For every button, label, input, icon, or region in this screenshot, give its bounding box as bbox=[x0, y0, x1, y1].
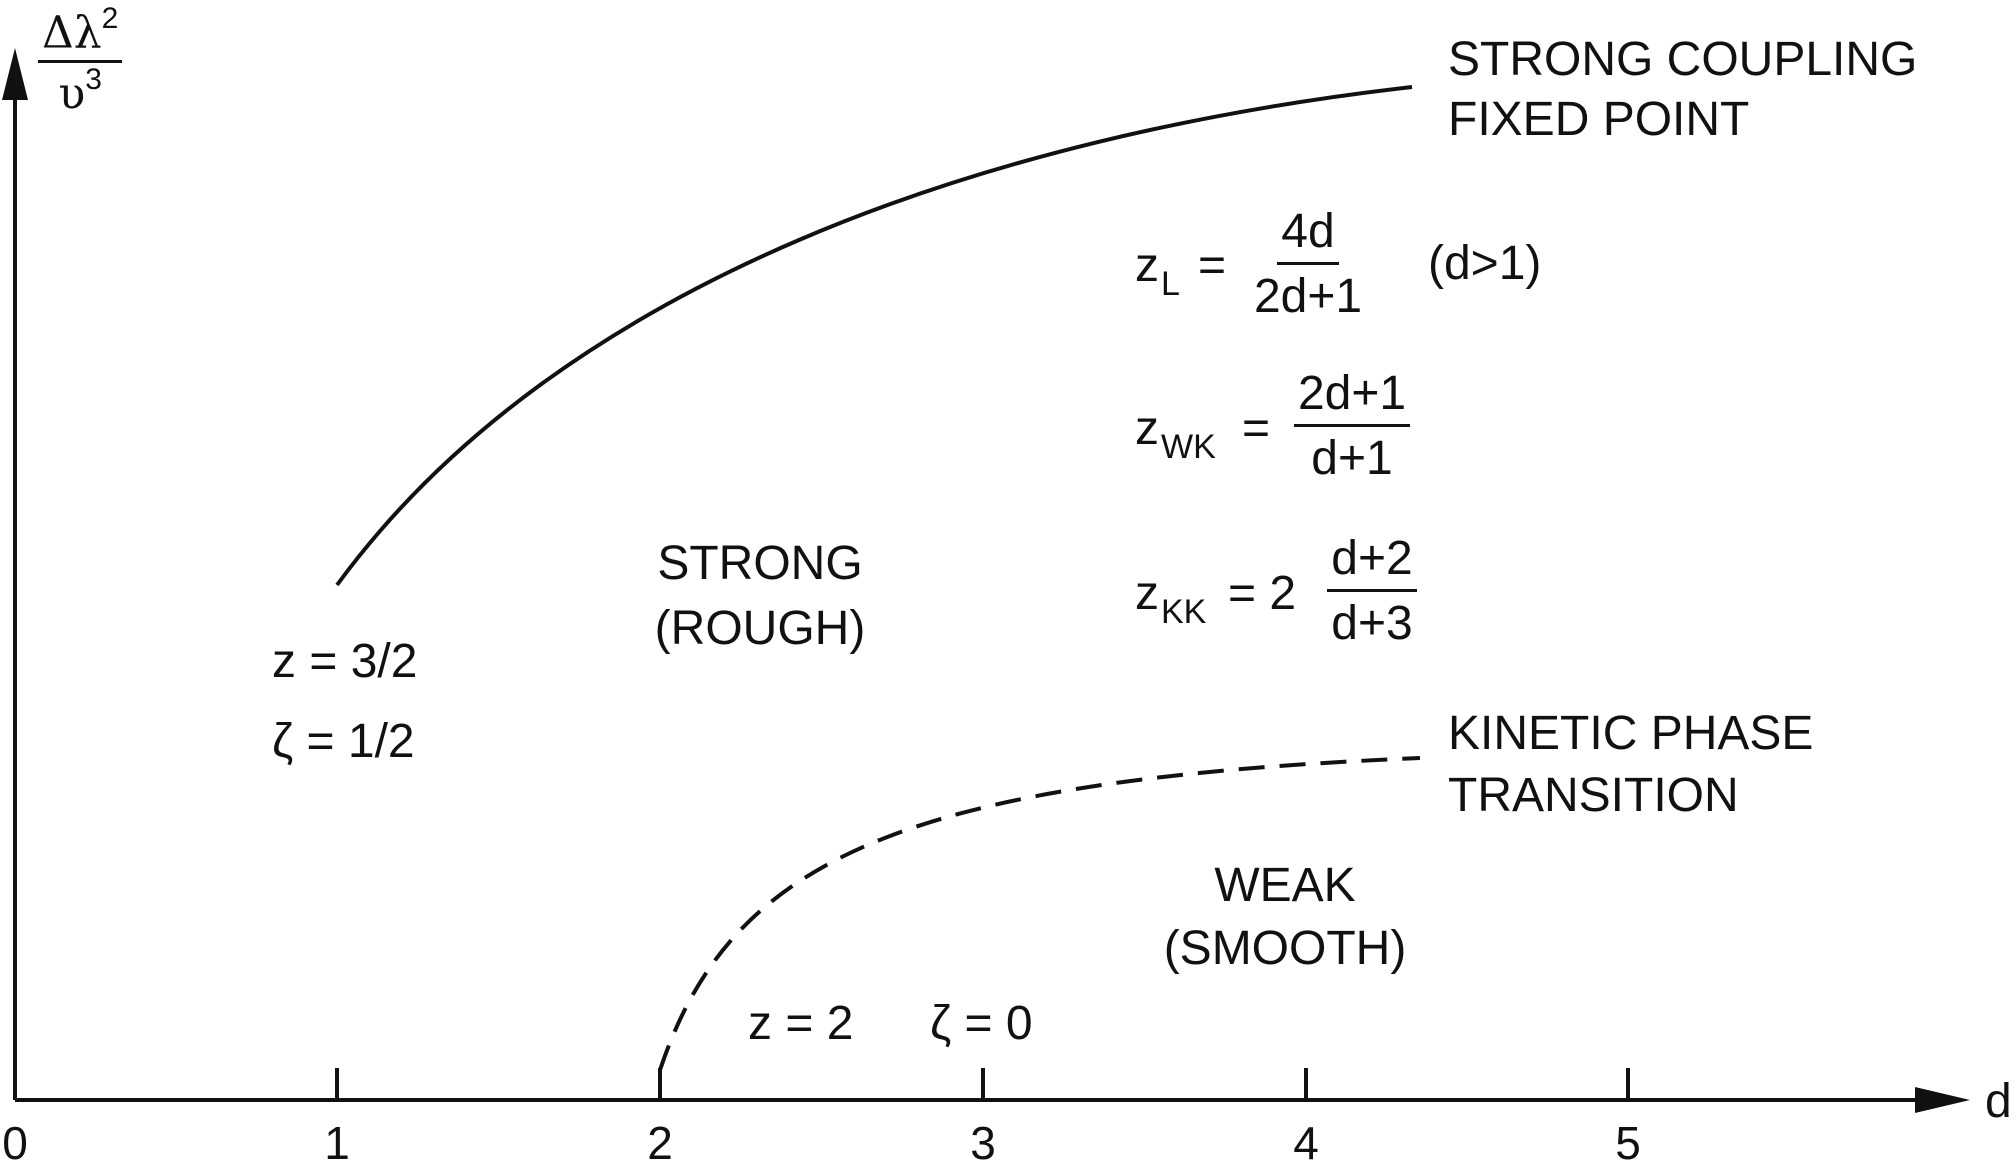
formula-zl-numerator: 4d bbox=[1277, 208, 1339, 265]
y-axis-arrow bbox=[2, 48, 28, 100]
y-label-numerator: Δλ bbox=[42, 7, 102, 59]
formula-zwk-numerator: 2d+1 bbox=[1293, 370, 1411, 427]
y-label-denominator: υ bbox=[58, 68, 86, 120]
weak-region-label-line1: WEAK bbox=[1214, 859, 1356, 912]
x-tick-label-5: 5 bbox=[1615, 1117, 1641, 1169]
formula-zkk-equals: = 2 bbox=[1228, 567, 1297, 620]
x-tick-label-2: 2 bbox=[647, 1117, 673, 1169]
strong-region-label-line1: STRONG bbox=[657, 537, 863, 590]
kinetic-transition-curve bbox=[658, 756, 1421, 1071]
x-axis-label: d bbox=[1985, 1075, 2012, 1128]
weak-region-label-line2: (SMOOTH) bbox=[1163, 922, 1407, 975]
formula-zkk-lhs: zKK bbox=[1135, 567, 1207, 631]
y-label-denominator-exponent: 3 bbox=[85, 62, 102, 96]
formula-zl-fraction: 4d 2d+1 bbox=[1248, 208, 1368, 321]
kinetic-transition-label-line1: KINETIC PHASE bbox=[1448, 707, 1814, 760]
start-note-z: z = 3/2 bbox=[272, 635, 418, 688]
strong-coupling-curve bbox=[335, 85, 1413, 587]
x-tick-label-3: 3 bbox=[970, 1117, 996, 1169]
formula-zkk-denominator: d+3 bbox=[1331, 597, 1413, 650]
transition-note-zeta: ζ = 0 bbox=[930, 997, 1033, 1050]
formula-zkk-numerator: d+2 bbox=[1327, 535, 1417, 592]
formula-zwk-denominator: d+1 bbox=[1311, 432, 1393, 485]
formula-zl-condition: (d>1) bbox=[1428, 237, 1542, 290]
formula-zwk-lhs: zWK bbox=[1135, 402, 1216, 466]
formula-zl-denominator: 2d+1 bbox=[1253, 270, 1363, 323]
start-note-zeta: ζ = 1/2 bbox=[272, 715, 415, 768]
formula-zl-equals: = bbox=[1198, 239, 1227, 292]
y-label-numerator-exponent: 2 bbox=[101, 2, 119, 35]
formula-zwk-equals: = bbox=[1242, 402, 1271, 455]
strong-coupling-label-line1: STRONG COUPLING bbox=[1448, 33, 1918, 86]
x-tick-label-4: 4 bbox=[1293, 1117, 1319, 1169]
formula-zkk-fraction: d+2 d+3 bbox=[1322, 535, 1422, 648]
y-axis-label: Δλ2 υ3 bbox=[38, 4, 123, 120]
x-tick-label-0: 0 bbox=[2, 1117, 28, 1169]
strong-coupling-label-line2: FIXED POINT bbox=[1448, 93, 1750, 146]
transition-note-z: z = 2 bbox=[748, 997, 854, 1050]
strong-region-label-line2: (ROUGH) bbox=[654, 602, 866, 655]
formula-zwk-fraction: 2d+1 d+1 bbox=[1292, 370, 1412, 483]
x-tick-label-1: 1 bbox=[324, 1117, 350, 1169]
kinetic-transition-label-line2: TRANSITION bbox=[1448, 769, 1739, 822]
formula-zl-lhs: zL bbox=[1135, 239, 1180, 303]
x-axis-arrow bbox=[1915, 1087, 1970, 1113]
